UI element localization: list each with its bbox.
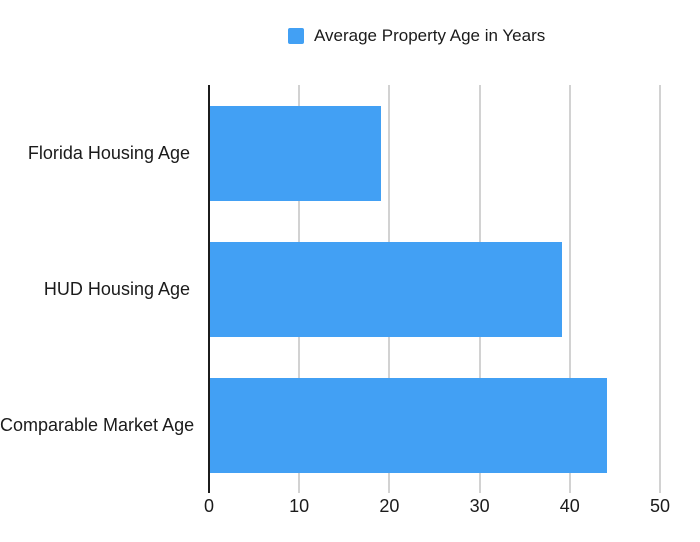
- bar-comparable-market-age: [210, 378, 607, 473]
- gridline-x-40: [568, 85, 571, 493]
- x-tick-label-50: 50: [649, 496, 671, 516]
- legend-label: Average Property Age in Years: [314, 26, 546, 45]
- y-axis-line: [208, 85, 210, 493]
- chart-legend: Average Property Age in Years: [288, 26, 545, 46]
- x-tick-label-40: 40: [559, 496, 580, 516]
- x-tick-label-20: 20: [379, 496, 400, 516]
- x-tick-label-30: 30: [469, 496, 490, 516]
- category-label-comparable-market-age: Comparable Market Age: [0, 415, 195, 435]
- category-label-florida-housing-age: Florida Housing Age: [27, 143, 190, 163]
- bar-hud-housing-age: [210, 242, 562, 337]
- x-tick-label-10: 10: [289, 496, 310, 516]
- bar-florida-housing-age: [210, 106, 381, 201]
- gridline-x-50: [659, 85, 661, 493]
- x-tick-label-0: 0: [203, 496, 214, 516]
- legend-swatch-icon: [288, 28, 304, 44]
- category-label-hud-housing-age: HUD Housing Age: [43, 279, 190, 299]
